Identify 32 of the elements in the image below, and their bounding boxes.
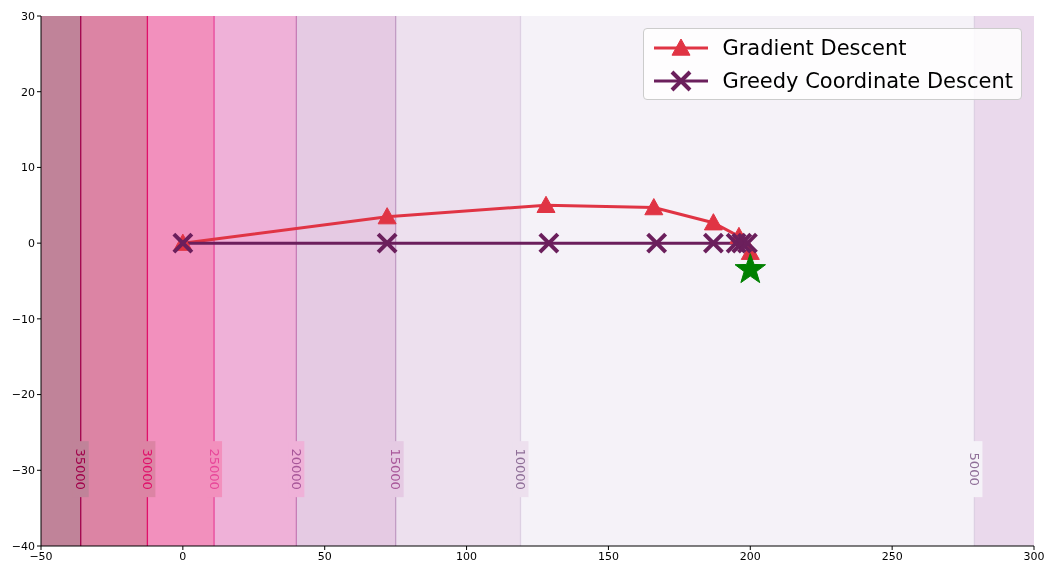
x-tick-label: 50 xyxy=(317,549,332,563)
point xyxy=(537,232,560,255)
y-tick-label: 0 xyxy=(28,237,35,251)
y-tick-label: −10 xyxy=(11,312,35,326)
y-tick-label: −20 xyxy=(11,388,35,402)
point xyxy=(734,253,766,284)
point xyxy=(377,207,397,225)
x-tick-label: 0 xyxy=(179,549,187,563)
point xyxy=(376,232,399,255)
legend-label: Gradient Descent xyxy=(722,35,907,60)
point xyxy=(703,213,723,231)
annotation: 25000 xyxy=(206,448,222,490)
x-tick-label: 150 xyxy=(597,549,619,563)
point xyxy=(536,195,556,213)
legend-label: Greedy Coordinate Descent xyxy=(722,68,1013,93)
annotation: 35000 xyxy=(73,448,89,490)
y-tick-label: 30 xyxy=(21,9,35,23)
annotation: 5000 xyxy=(966,452,982,486)
annotation: 30000 xyxy=(139,448,155,490)
annotation: 10000 xyxy=(512,448,528,490)
x-tick-label: 100 xyxy=(456,549,478,563)
x-tick-label: 300 xyxy=(1023,549,1045,563)
annotation: 20000 xyxy=(288,448,304,490)
annotation: 15000 xyxy=(388,448,404,490)
y-tick-label: 10 xyxy=(21,161,35,175)
y-tick-label: −30 xyxy=(11,464,35,478)
y-tick-label: 20 xyxy=(21,85,35,99)
point xyxy=(645,232,668,255)
point xyxy=(644,198,664,216)
x-tick-label: 250 xyxy=(881,549,903,563)
x-tick-label: 200 xyxy=(739,549,761,563)
point xyxy=(702,232,725,255)
